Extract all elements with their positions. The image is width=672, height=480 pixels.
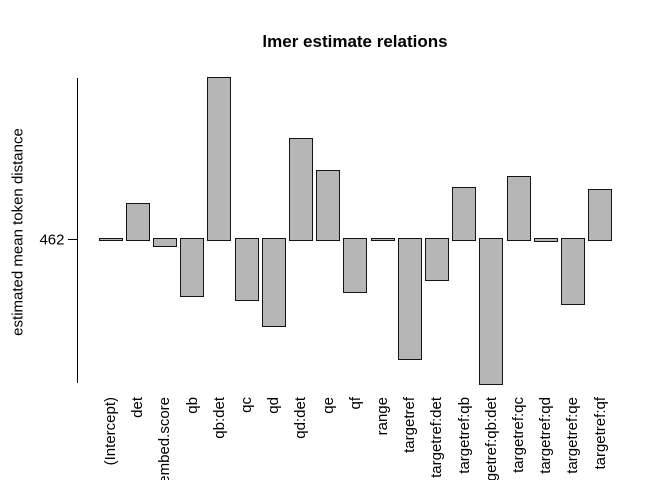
x-tick-label-targetref:qb:det: targetref:qb:det: [482, 397, 500, 480]
x-tick-label-qd:det: qd:det: [292, 397, 310, 439]
bar-targetref:qd: [533, 238, 558, 242]
bar-qd:det: [288, 138, 313, 241]
bar-range: [370, 238, 395, 241]
bar-targetref:qc: [506, 176, 531, 241]
bar-qb:det: [207, 77, 232, 241]
bar-targetref:qf: [588, 189, 613, 241]
x-tick-label-targetref:qb: targetref:qb: [455, 397, 473, 474]
x-tick-label-qe: qe: [319, 397, 337, 414]
x-tick-label-targetref:det: targetref:det: [428, 397, 446, 478]
bar-(Intercept): [98, 238, 123, 241]
x-tick-label-qc: qc: [238, 397, 255, 413]
x-tick-label-qb: qb: [183, 397, 201, 414]
bar-targetref:det: [424, 238, 449, 281]
bar-targetref: [397, 238, 422, 360]
x-tick-label-qb:det: qb:det: [210, 397, 228, 439]
x-tick-label-(Intercept): (Intercept): [102, 397, 119, 466]
bar-qf: [343, 238, 368, 293]
bar-qe: [316, 170, 341, 241]
bar-embed.score: [152, 238, 177, 247]
x-tick-label-embed.score: embed.score: [156, 397, 174, 480]
chart-title: lmer estimate relations: [262, 32, 448, 51]
x-tick-label-targetref:qe: targetref:qe: [564, 397, 582, 474]
x-tick-label-qf: qf: [346, 397, 364, 410]
x-tick-label-targetref: targetref: [401, 397, 419, 453]
bar-targetref:qb: [452, 187, 477, 241]
bar-det: [125, 203, 150, 241]
y-axis-tick-label: 462: [39, 231, 65, 248]
bar-targetref:qe: [560, 238, 585, 305]
x-tick-label-targetref:qc: targetref:qc: [510, 397, 527, 473]
bar-qb: [180, 238, 205, 297]
x-tick-label-targetref:qf: targetref:qf: [591, 397, 609, 470]
y-axis-line: [76, 78, 79, 383]
y-axis-tick-mark: [68, 238, 77, 241]
x-tick-label-det: det: [129, 397, 147, 418]
x-tick-label-qd: qd: [265, 397, 283, 414]
x-tick-label-targetref:qd: targetref:qd: [537, 397, 555, 474]
bar-qd: [261, 238, 286, 327]
bar-targetref:qb:det: [479, 238, 504, 385]
x-tick-label-range: range: [374, 397, 391, 436]
bar-qc: [234, 238, 259, 301]
